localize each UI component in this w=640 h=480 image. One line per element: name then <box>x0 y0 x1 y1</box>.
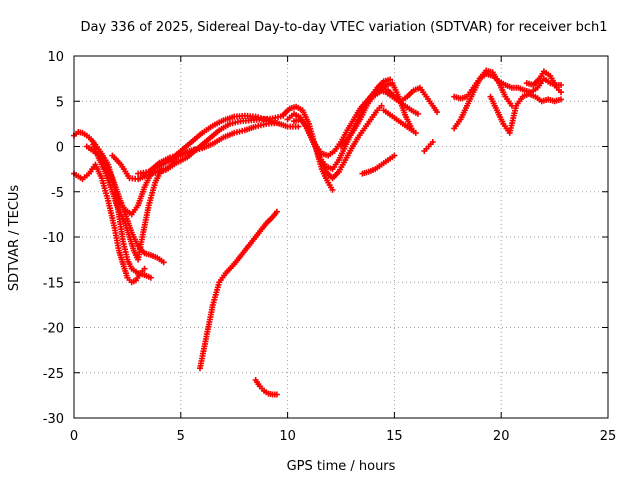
data-point <box>414 110 421 117</box>
data-points <box>71 67 564 398</box>
series-track-21 <box>451 67 515 132</box>
data-point <box>273 391 280 398</box>
series-track-2 <box>71 161 148 286</box>
axis-ticks: 0 5 10 15 20 25 -30 -25 -20 -15 -10 -5 0 5 10 <box>43 50 617 444</box>
series-track-16 <box>365 84 441 116</box>
x-tick-label: 5 <box>177 429 185 444</box>
y-tick-label: -15 <box>43 276 64 291</box>
series-track-19 <box>421 139 436 154</box>
y-tick-label: -20 <box>43 322 64 337</box>
y-axis-label: SDTVAR / TECUs <box>7 185 22 292</box>
data-point <box>429 139 436 145</box>
y-tick-label: -30 <box>43 412 64 427</box>
data-point <box>273 208 280 215</box>
data-point <box>295 123 302 130</box>
x-tick-label: 20 <box>493 429 510 444</box>
data-point <box>141 265 148 272</box>
y-tick-label: -5 <box>51 186 64 201</box>
y-tick-label: -25 <box>43 367 64 382</box>
y-tick-label: 5 <box>56 95 64 110</box>
grid-lines <box>74 56 608 418</box>
series-track-18 <box>359 152 398 177</box>
x-tick-label: 0 <box>70 429 78 444</box>
series-track-8 <box>145 120 280 175</box>
data-point <box>273 120 280 126</box>
chart-title: Day 336 of 2025, Sidereal Day-to-day VTE… <box>80 20 607 35</box>
data-point <box>391 152 398 159</box>
data-point <box>558 82 564 88</box>
series-track-23 <box>523 68 564 96</box>
data-point <box>558 96 564 103</box>
series-track-10 <box>252 377 280 398</box>
data-point <box>434 109 441 116</box>
y-tick-label: 0 <box>56 141 64 156</box>
x-tick-label: 15 <box>386 429 403 444</box>
x-axis-label: GPS time / hours <box>287 459 396 474</box>
x-tick-label: 10 <box>279 429 296 444</box>
data-point <box>412 129 419 136</box>
series-track-1 <box>71 129 154 281</box>
x-tick-label: 25 <box>600 429 617 444</box>
data-point <box>329 186 336 193</box>
data-point <box>378 102 385 109</box>
series-track-22 <box>487 91 564 136</box>
data-point <box>147 274 154 281</box>
series-track-17 <box>380 107 419 136</box>
series-track-9 <box>197 208 280 372</box>
y-tick-label: 10 <box>47 50 64 65</box>
data-point <box>160 259 167 266</box>
y-tick-label: -10 <box>43 231 64 246</box>
data-point <box>558 89 564 96</box>
series-track-6 <box>109 112 287 183</box>
